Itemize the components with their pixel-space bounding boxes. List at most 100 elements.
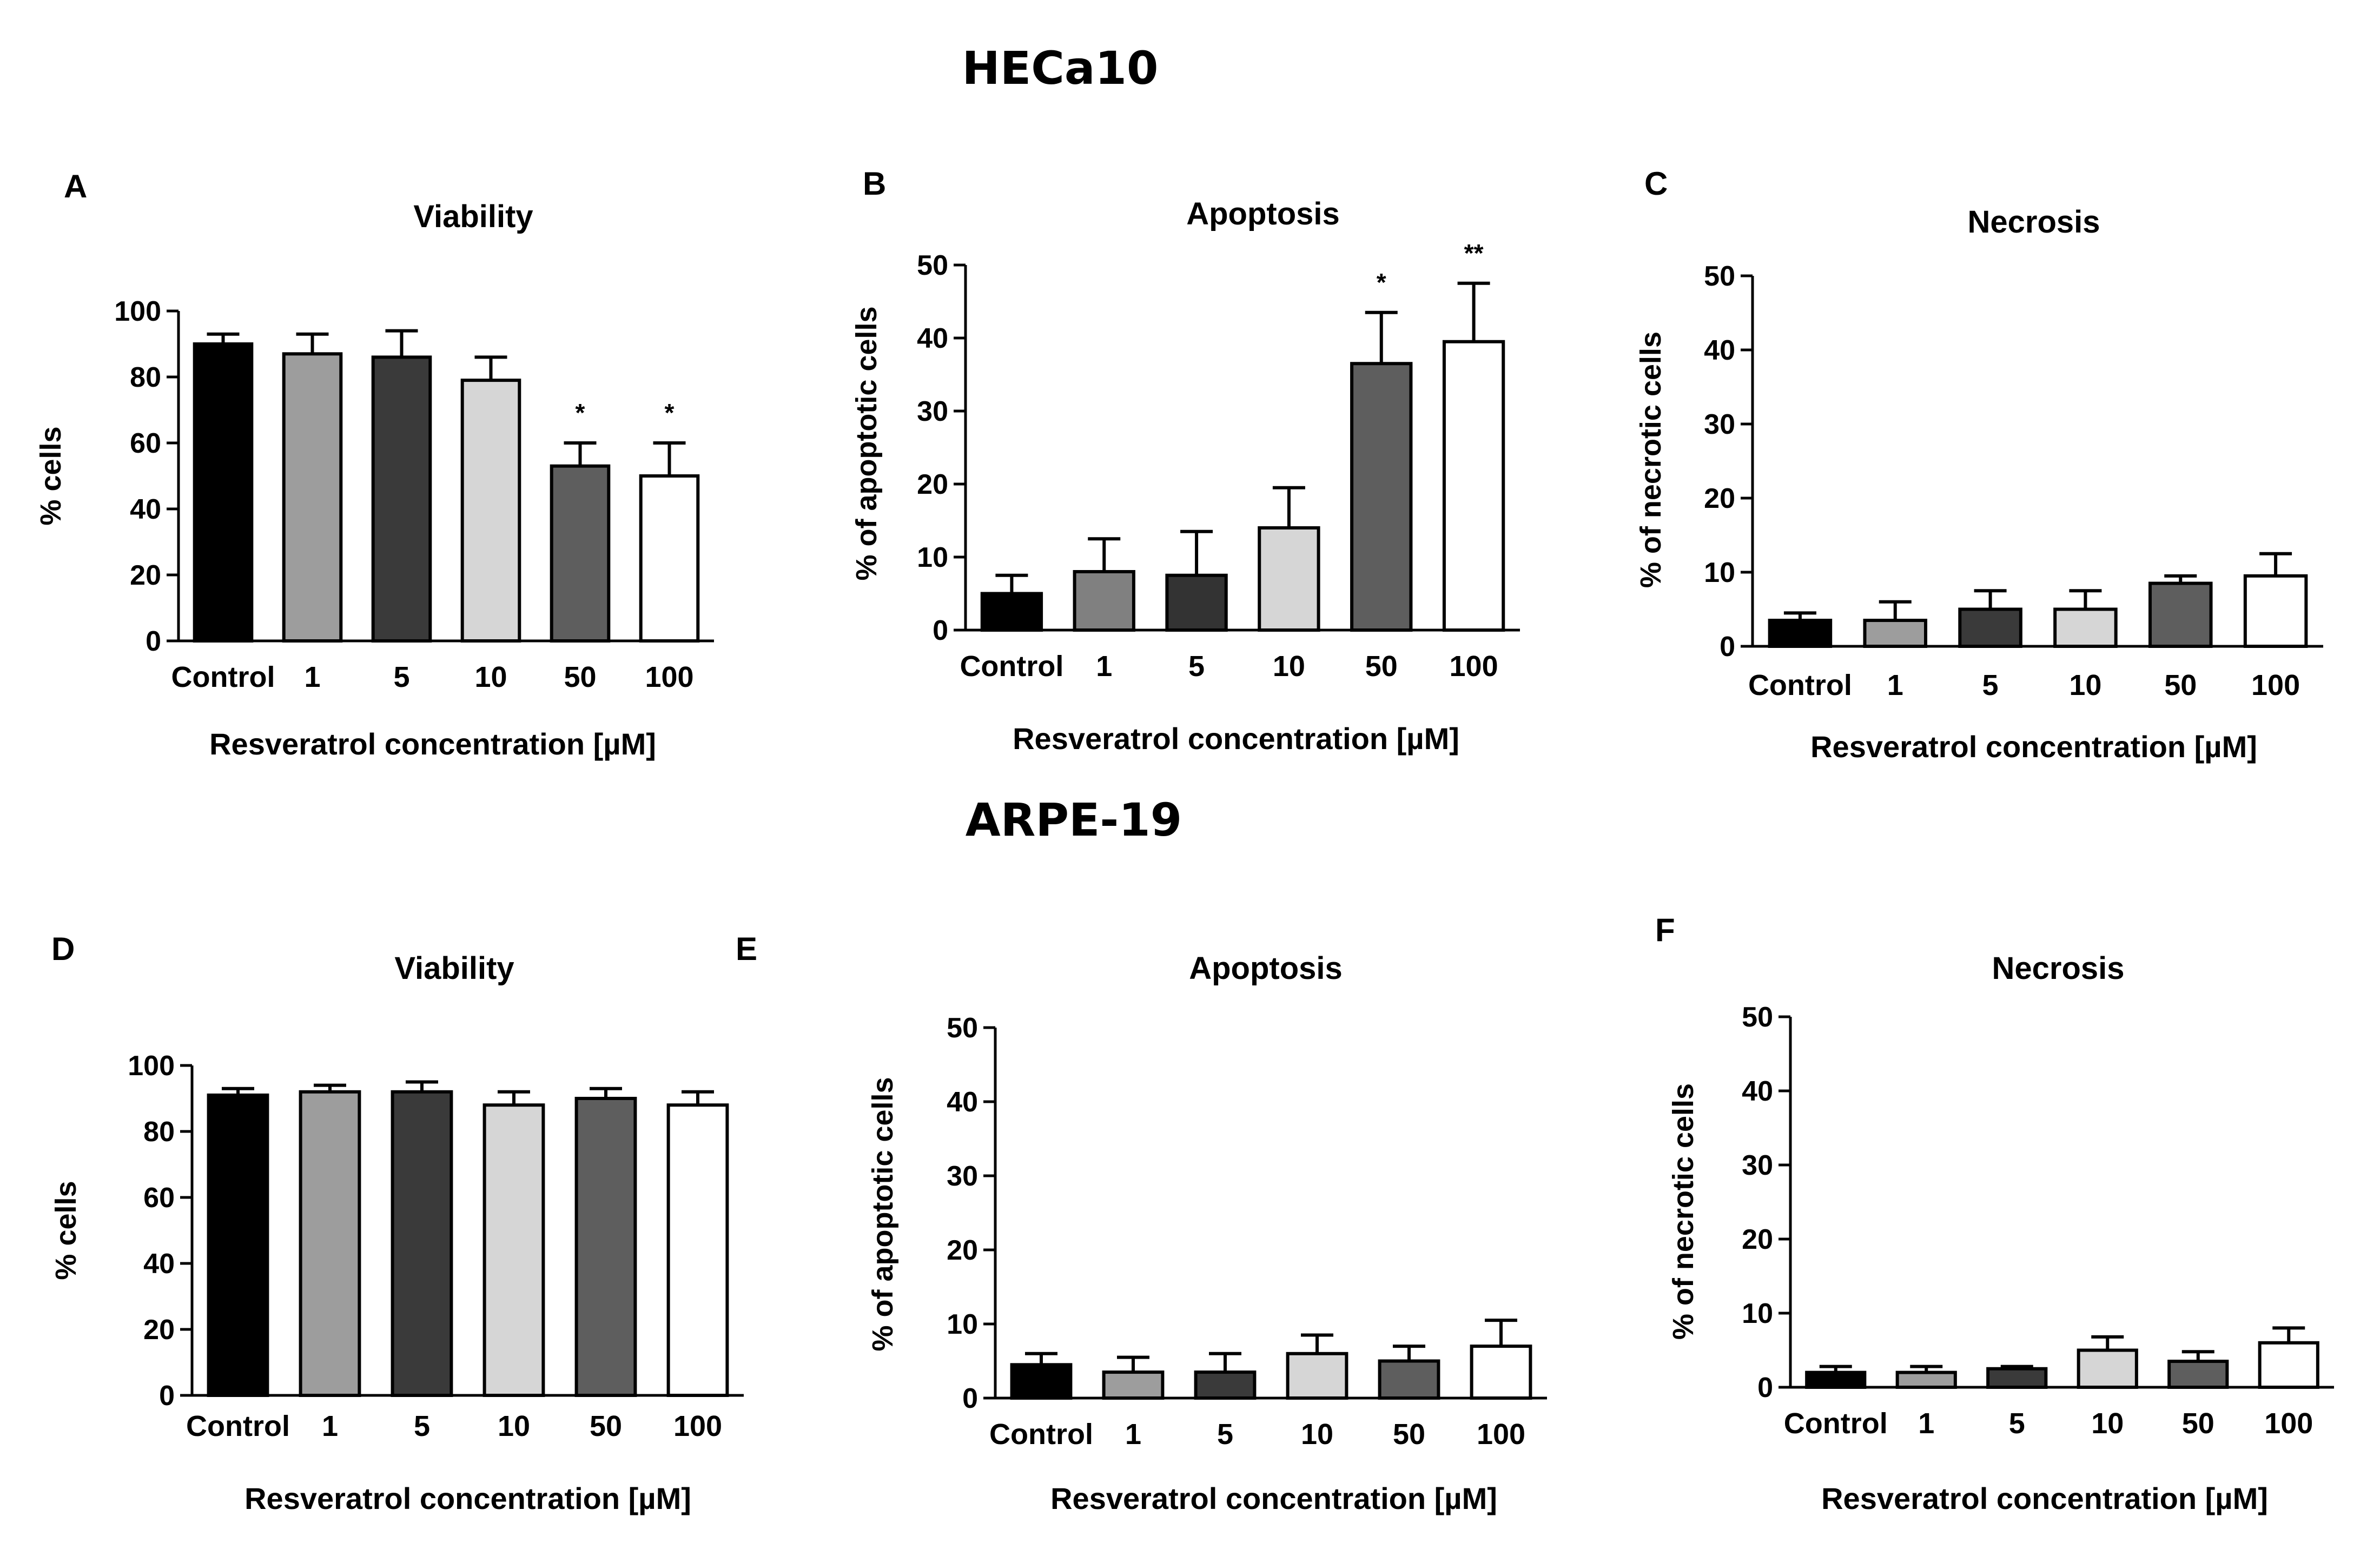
bar-e-3 <box>1286 1352 1348 1400</box>
category-label-d-1: 1 <box>322 1410 338 1442</box>
y-tick-label-c-30: 30 <box>1704 409 1735 440</box>
bar-e-0 <box>1010 1363 1073 1400</box>
x-axis-label-c: Resveratrol concentration [µM] <box>1810 730 2257 764</box>
y-tick-label-b-10: 10 <box>917 542 948 573</box>
category-label-b-3: 10 <box>1273 650 1305 683</box>
category-label-a-2: 5 <box>393 661 409 693</box>
bar-f-5 <box>2258 1341 2319 1389</box>
bar-c-4 <box>2148 581 2213 648</box>
panel-letter-c: C <box>1644 165 1668 202</box>
section-title-heca10: HECa10 <box>962 42 1159 95</box>
y-tick-label-a-40: 40 <box>130 494 161 525</box>
bar-e-4 <box>1378 1359 1440 1400</box>
panel-title-c: Necrosis <box>1967 204 2100 240</box>
y-tick-label-d-100: 100 <box>128 1050 175 1082</box>
category-label-b-1: 1 <box>1096 650 1112 683</box>
bar-b-2 <box>1165 573 1228 632</box>
category-label-a-5: 100 <box>645 661 693 693</box>
panel-title-a: Viability <box>413 199 533 234</box>
category-label-e-5: 100 <box>1477 1418 1525 1451</box>
bar-c-0 <box>1768 619 1833 648</box>
category-label-c-0: Control <box>1748 669 1852 701</box>
section-title-arpe19: ARPE-19 <box>966 793 1182 846</box>
bar-d-0 <box>207 1093 269 1397</box>
bar-b-0 <box>980 592 1043 632</box>
category-label-b-0: Control <box>960 650 1063 683</box>
y-tick-label-a-100: 100 <box>114 296 161 327</box>
y-tick-label-c-0: 0 <box>1720 631 1735 663</box>
bar-f-2 <box>1986 1367 2048 1389</box>
y-tick-label-d-0: 0 <box>159 1380 175 1412</box>
category-label-c-5: 100 <box>2251 669 2300 701</box>
category-label-d-4: 50 <box>590 1410 622 1442</box>
bar-c-3 <box>2053 607 2118 648</box>
category-label-c-4: 50 <box>2164 669 2197 701</box>
x-axis-label-f: Resveratrol concentration [µM] <box>1821 1481 2268 1515</box>
y-tick-label-d-80: 80 <box>143 1116 175 1148</box>
bar-e-2 <box>1194 1370 1257 1400</box>
category-label-f-3: 10 <box>2091 1407 2124 1440</box>
y-tick-label-a-0: 0 <box>146 626 161 657</box>
y-tick-label-f-40: 40 <box>1742 1076 1773 1107</box>
y-tick-label-b-0: 0 <box>933 615 948 646</box>
y-tick-label-e-30: 30 <box>947 1161 978 1192</box>
category-label-a-3: 10 <box>474 661 507 693</box>
y-tick-label-e-0: 0 <box>962 1383 978 1414</box>
y-tick-label-a-60: 60 <box>130 428 161 459</box>
bar-a-2 <box>371 355 432 643</box>
category-label-a-4: 50 <box>564 661 596 693</box>
bar-a-0 <box>193 342 254 643</box>
bar-d-1 <box>299 1090 361 1398</box>
y-tick-label-f-20: 20 <box>1742 1224 1773 1255</box>
x-axis-label-b: Resveratrol concentration [µM] <box>1013 721 1459 756</box>
panel-title-f: Necrosis <box>1992 951 2124 986</box>
bar-d-2 <box>391 1090 453 1398</box>
y-tick-label-c-20: 20 <box>1704 483 1735 514</box>
category-label-b-4: 50 <box>1365 650 1398 683</box>
category-label-f-1: 1 <box>1918 1407 1934 1440</box>
bar-f-3 <box>2077 1348 2138 1389</box>
bar-a-4 <box>550 464 611 643</box>
y-axis-label-c: % of necrotic cells <box>1635 332 1667 588</box>
y-tick-label-f-0: 0 <box>1757 1372 1773 1403</box>
bar-d-5 <box>666 1103 729 1397</box>
bar-c-5 <box>2243 574 2308 648</box>
significance-b-5: ** <box>1464 239 1484 267</box>
y-axis-label-d: % cells <box>50 1181 82 1280</box>
y-tick-label-a-20: 20 <box>130 560 161 591</box>
y-tick-label-b-50: 50 <box>917 250 948 281</box>
panel-title-d: Viability <box>394 951 514 986</box>
y-tick-label-f-10: 10 <box>1742 1298 1773 1329</box>
y-tick-label-b-40: 40 <box>917 323 948 354</box>
panel-letter-d: D <box>51 931 75 967</box>
category-label-e-2: 5 <box>1217 1418 1233 1451</box>
category-label-d-2: 5 <box>414 1410 430 1442</box>
y-tick-label-f-50: 50 <box>1742 1002 1773 1033</box>
category-label-d-5: 100 <box>673 1410 722 1442</box>
category-label-c-3: 10 <box>2069 669 2101 701</box>
category-label-a-1: 1 <box>304 661 320 693</box>
significance-b-4: * <box>1377 268 1386 296</box>
y-axis-label-f: % of necrotic cells <box>1667 1083 1700 1340</box>
bar-a-5 <box>639 474 700 643</box>
panel-title-b: Apoptosis <box>1186 196 1340 231</box>
panel-letter-a: A <box>64 168 87 204</box>
panel-title-e: Apoptosis <box>1189 951 1343 986</box>
bar-f-1 <box>1895 1370 1957 1389</box>
y-tick-label-d-40: 40 <box>143 1248 175 1280</box>
category-label-d-0: Control <box>186 1410 290 1442</box>
y-tick-label-a-80: 80 <box>130 362 161 393</box>
bar-b-1 <box>1073 570 1135 632</box>
y-tick-label-f-30: 30 <box>1742 1150 1773 1181</box>
category-label-f-5: 100 <box>2264 1407 2313 1440</box>
bar-d-4 <box>574 1097 637 1397</box>
category-label-d-3: 10 <box>498 1410 530 1442</box>
y-tick-label-e-50: 50 <box>947 1012 978 1044</box>
panel-letter-b: B <box>863 165 886 202</box>
category-label-c-1: 1 <box>1887 669 1903 701</box>
category-label-a-0: Control <box>171 661 275 693</box>
x-axis-label-a: Resveratrol concentration [µM] <box>209 727 656 761</box>
y-tick-label-c-40: 40 <box>1704 335 1735 366</box>
category-label-e-1: 1 <box>1125 1418 1141 1451</box>
